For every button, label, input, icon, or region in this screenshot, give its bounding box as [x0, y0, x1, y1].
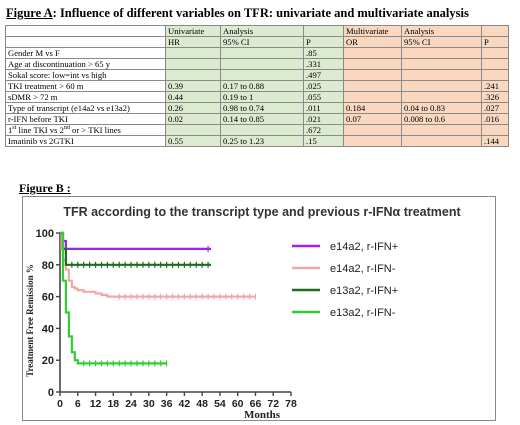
table-row: Gender M vs F .85 [5, 47, 509, 59]
table-row: Age at discontinuation > 65 y .331 [5, 58, 509, 70]
x-tick-label: 72 [267, 398, 279, 410]
y-tick-label: 20 [42, 355, 54, 367]
x-tick-label: 24 [125, 398, 137, 410]
x-tick-label: 78 [285, 398, 297, 410]
y-tick-label: 80 [42, 260, 54, 272]
x-tick-label: 48 [196, 398, 208, 410]
y-tick-label: 100 [36, 228, 54, 240]
analysis-table: Univariate Analysis Multivariate Analysis HR… [5, 25, 509, 147]
table-row: Imatinib vs 2GTKI 0.55 0.25 to 1.23.15 .144 [5, 135, 509, 147]
x-tick-label: 36 [161, 398, 173, 410]
x-tick-label: 0 [57, 398, 63, 410]
y-tick-label: 0 [48, 387, 54, 399]
table-cell: Imatinib vs 2GTKI [5, 135, 166, 147]
table-subheader-row: HR 95% CI P OR 95% CI P [5, 36, 509, 48]
x-tick-label: 60 [232, 398, 244, 410]
chart-title: TFR according to the transcript type and… [63, 205, 461, 219]
x-tick-label: 12 [90, 398, 102, 410]
legend-label: e14a2, r-IFN- [330, 263, 396, 275]
figure-b-title: Figure B : [19, 181, 71, 195]
table-cell: .016 [481, 113, 509, 125]
table-row: TKI treatment > 60 m 0.39 0.17 to 0.88.025… [5, 80, 509, 92]
series-line [60, 231, 212, 250]
legend-label: e13a2, r-IFN+ [330, 285, 398, 297]
table-row: sDMR > 72 m 0.44 0.19 to 1.055.326 [5, 91, 509, 103]
x-tick-label: 66 [250, 398, 262, 410]
table-row: Type of transcript (e14a2 vs e13a2) 0.26 0… [5, 102, 509, 114]
table-cell: 0.25 to 1.23 [220, 135, 304, 147]
x-tick-label: 30 [143, 398, 155, 410]
chart-frame [22, 196, 496, 421]
x-tick-label: 54 [214, 398, 226, 410]
y-tick-label: 60 [42, 292, 54, 304]
x-axis-label: Months [244, 409, 281, 421]
table-row: 1st line TKI vs 2nd or > TKI lines .672 [5, 124, 509, 136]
x-tick-label: 18 [107, 398, 119, 410]
table-cell: .144 [481, 135, 509, 147]
figure-a-title: Figure A: Influence of different variabl… [6, 6, 469, 21]
table-cell: 0.55 [165, 135, 221, 147]
x-tick-label: 6 [75, 398, 81, 410]
figure-a-label: Figure A [6, 6, 53, 20]
figure-a-caption: : Influence of different variables on TF… [52, 6, 469, 20]
x-tick-label: 42 [179, 398, 191, 410]
legend-label: e13a2, r-IFN- [330, 307, 396, 319]
table-header-row: Univariate Analysis Multivariate Analysis [5, 25, 509, 37]
series-line [60, 231, 167, 365]
table-cell: .15 [303, 135, 344, 147]
legend-label: e14a2, r-IFN+ [330, 241, 398, 253]
table-cell [343, 135, 402, 147]
y-tick-label: 40 [42, 323, 54, 335]
y-axis-label: Treatment Free Remission % [25, 264, 35, 377]
